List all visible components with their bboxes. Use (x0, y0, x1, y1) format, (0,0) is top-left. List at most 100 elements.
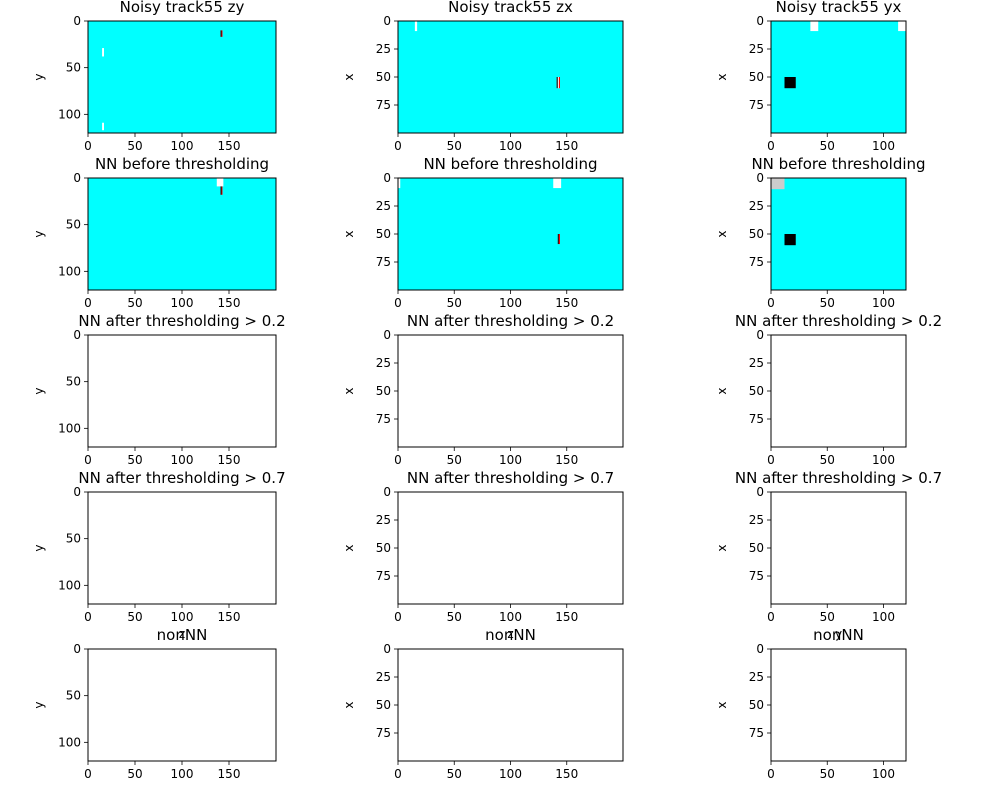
x-tick-label: 50 (820, 139, 835, 153)
y-tick-label: 25 (749, 513, 764, 527)
y-tick-label: 100 (58, 107, 81, 121)
subplot-5-2: 0 50 100 150 0 25 50 75 x nonNN (342, 626, 624, 781)
y-tick-label: 50 (376, 384, 391, 398)
x-tick-label: 50 (447, 453, 462, 467)
subplot-3-2: 0 50 100 150 0 25 50 75 x NN after thresholding >… (342, 312, 624, 467)
x-tick-label: 0 (394, 767, 402, 781)
y-tick-label: 25 (749, 670, 764, 684)
x-tick-label: 0 (84, 453, 92, 467)
subplot-1-1: 0 50 100 150 0 50 100 y Noisy track55 zy (32, 0, 277, 153)
image-pixel-mark-3 (556, 77, 558, 89)
image-pixel-mark-1 (216, 178, 224, 187)
x-tick-label: 0 (767, 610, 775, 624)
x-tick-label: 50 (820, 296, 835, 310)
y-tick-label: 0 (383, 171, 391, 185)
x-tick-label: 150 (218, 139, 241, 153)
x-tick-label: 100 (499, 610, 522, 624)
x-tick-label: 150 (218, 453, 241, 467)
subplot-2-3: 0 50 100 0 25 50 75 x NN before thresholding (715, 155, 926, 310)
y-axis-label: x (715, 73, 729, 80)
y-tick-label: 50 (749, 541, 764, 555)
image-pixel-mark-1 (810, 21, 819, 32)
y-tick-label: 50 (376, 227, 391, 241)
y-tick-label: 0 (383, 485, 391, 499)
y-axis-label: x (342, 387, 356, 394)
y-tick-label: 100 (58, 264, 81, 278)
y-tick-label: 50 (749, 227, 764, 241)
image-background (88, 335, 276, 447)
y-tick-label: 50 (749, 70, 764, 84)
subplot-title: NN before thresholding (423, 155, 597, 173)
y-tick-label: 100 (58, 735, 81, 749)
x-tick-label: 0 (84, 610, 92, 624)
x-tick-label: 100 (499, 139, 522, 153)
image-pixel-mark-2 (220, 30, 222, 37)
y-tick-label: 50 (749, 698, 764, 712)
x-tick-label: 150 (555, 767, 578, 781)
y-tick-label: 50 (66, 375, 81, 389)
x-tick-label: 50 (127, 767, 142, 781)
y-tick-label: 25 (749, 356, 764, 370)
y-tick-label: 50 (376, 541, 391, 555)
image-background (88, 178, 276, 290)
y-tick-label: 50 (376, 698, 391, 712)
x-tick-label: 150 (218, 767, 241, 781)
image-background (398, 492, 623, 604)
x-tick-label: 100 (872, 453, 895, 467)
x-tick-label: 100 (499, 453, 522, 467)
y-tick-label: 75 (749, 726, 764, 740)
y-axis-label: x (715, 387, 729, 394)
x-tick-label: 50 (127, 610, 142, 624)
y-tick-label: 0 (73, 14, 81, 28)
image-pixel-mark-4 (557, 234, 559, 245)
y-tick-label: 75 (749, 255, 764, 269)
y-tick-label: 75 (749, 98, 764, 112)
x-tick-label: 0 (394, 139, 402, 153)
x-tick-label: 150 (555, 610, 578, 624)
image-background (398, 178, 623, 290)
x-axis-label: z (179, 627, 185, 641)
y-axis-label: x (342, 544, 356, 551)
subplot-title: Noisy track55 zy (120, 0, 245, 16)
x-tick-label: 0 (394, 453, 402, 467)
y-tick-label: 50 (749, 384, 764, 398)
x-tick-label: 50 (447, 139, 462, 153)
image-pixel-mark-3 (784, 77, 796, 89)
y-tick-label: 25 (749, 199, 764, 213)
subplot-title: NN before thresholding (95, 155, 269, 173)
image-pixel-mark-1 (771, 178, 785, 190)
x-tick-label: 0 (767, 296, 775, 310)
image-background (398, 335, 623, 447)
y-tick-label: 0 (756, 642, 764, 656)
x-tick-label: 0 (84, 767, 92, 781)
x-tick-label: 50 (127, 296, 142, 310)
x-tick-label: 0 (394, 610, 402, 624)
y-tick-label: 25 (749, 42, 764, 56)
x-tick-label: 100 (872, 610, 895, 624)
subplot-3-1: 0 50 100 150 0 50 100 y NN after thresholding > … (32, 312, 286, 467)
subplot-title: NN before thresholding (751, 155, 925, 173)
y-tick-label: 0 (383, 642, 391, 656)
y-axis-label: y (32, 73, 46, 80)
y-tick-label: 0 (73, 171, 81, 185)
y-axis-label: x (342, 230, 356, 237)
x-tick-label: 0 (394, 296, 402, 310)
y-tick-label: 0 (756, 171, 764, 185)
x-tick-label: 50 (447, 296, 462, 310)
y-tick-label: 0 (756, 485, 764, 499)
image-pixel-mark-4 (221, 186, 223, 195)
y-tick-label: 50 (66, 218, 81, 232)
x-tick-label: 50 (447, 610, 462, 624)
x-tick-label: 0 (84, 296, 92, 310)
y-tick-label: 75 (376, 98, 391, 112)
subplot-4-2: 0 50 100 150 0 25 50 75 x z NN after thresholding … (342, 469, 624, 641)
y-tick-label: 50 (66, 61, 81, 75)
image-background (398, 649, 623, 761)
y-tick-label: 75 (749, 412, 764, 426)
x-tick-label: 50 (820, 767, 835, 781)
y-tick-label: 75 (376, 726, 391, 740)
subplot-4-3: 0 50 100 0 25 50 75 x y NN after thresholding > 0… (715, 469, 942, 641)
subplot-title: Noisy track55 zx (448, 0, 573, 16)
image-pixel-mark-5 (558, 234, 560, 245)
x-tick-label: 150 (218, 296, 241, 310)
